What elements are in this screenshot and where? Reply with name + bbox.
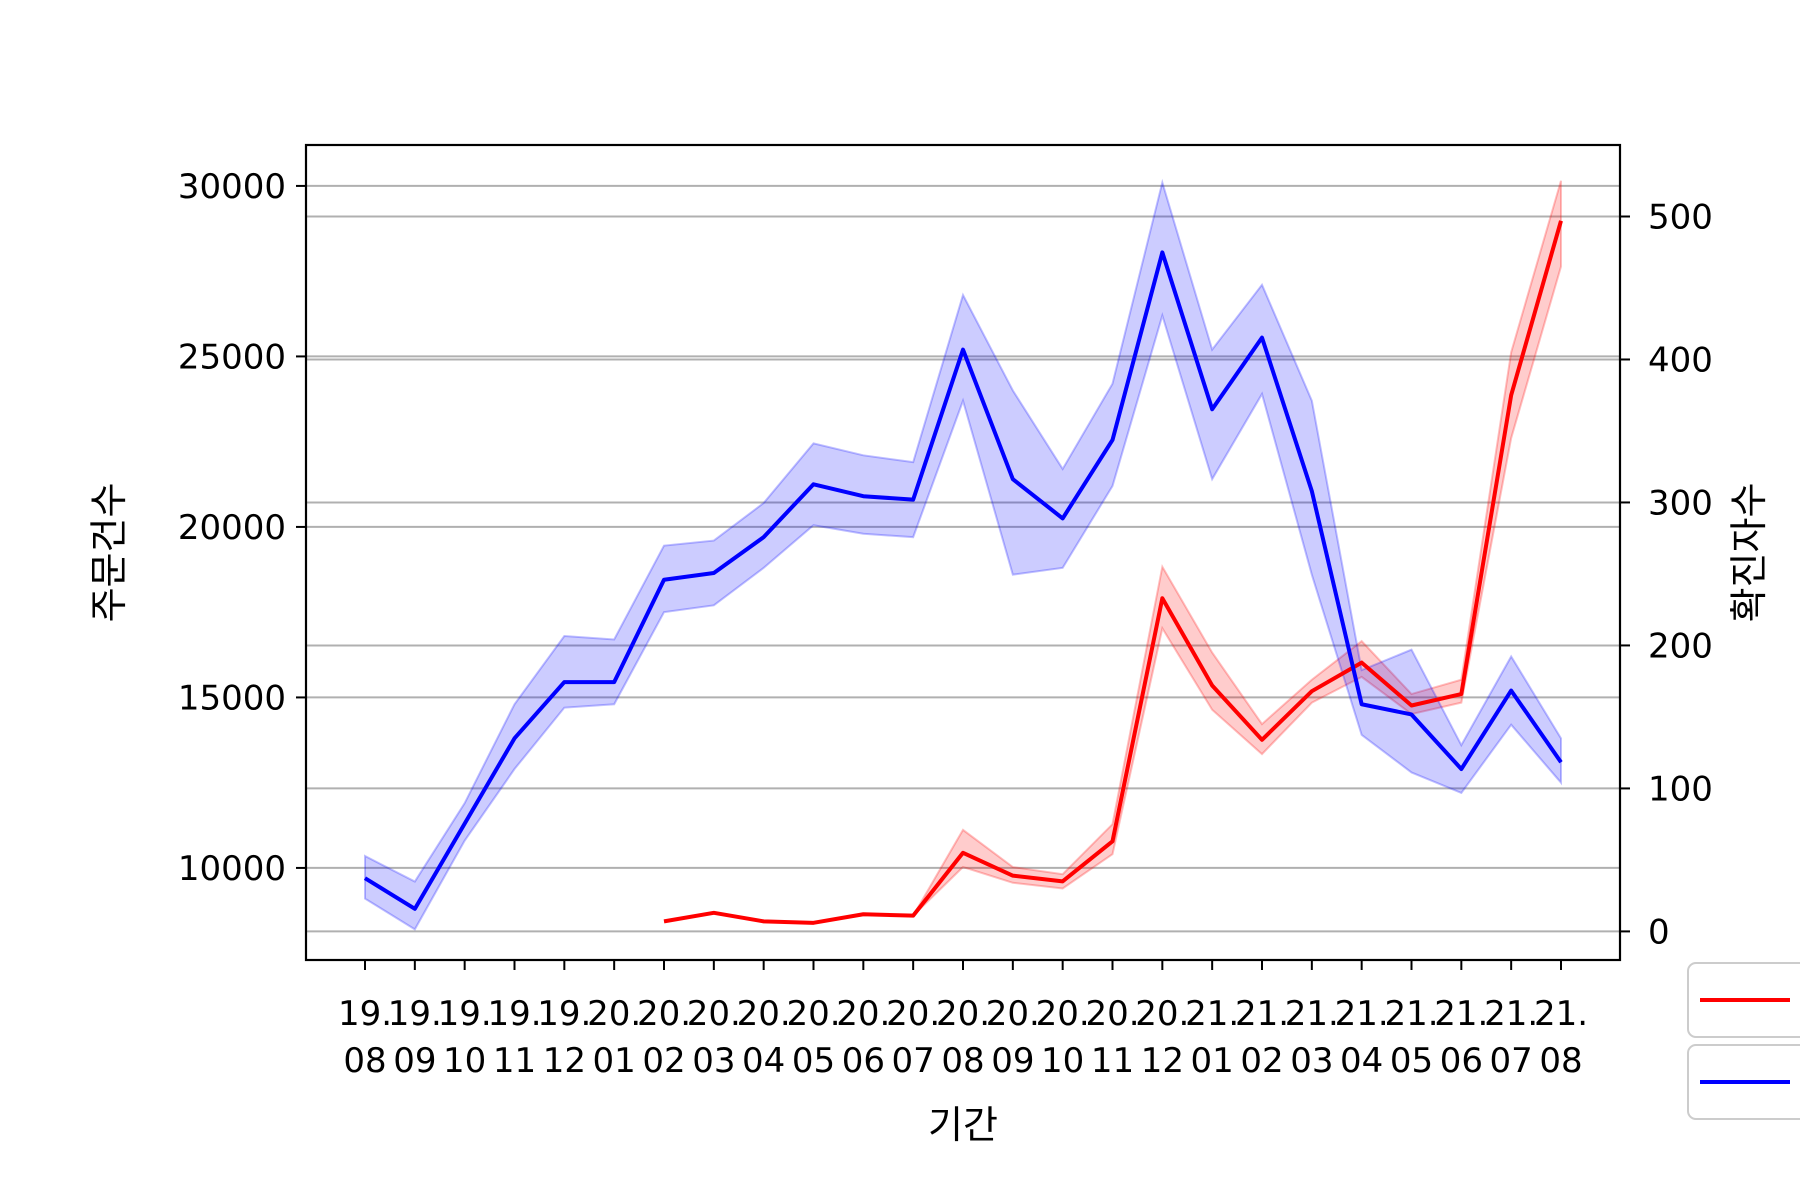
x-tick-label-year: 20.	[1036, 994, 1090, 1034]
x-tick-label-year: 21.	[1484, 994, 1538, 1034]
x-tick-label-year: 21.	[1185, 994, 1239, 1034]
series-lines	[363, 220, 1563, 925]
y-axis-right-title: 확진자수	[1727, 483, 1771, 623]
x-tick-label-year: 21.	[1384, 994, 1438, 1034]
x-tick-label-year: 19.	[338, 994, 392, 1034]
y-left-tick-label: 25000	[178, 337, 286, 377]
x-tick-label-month: 08	[343, 1041, 386, 1081]
y-right-tick-label: 0	[1648, 912, 1670, 952]
x-tick-label-year: 20.	[687, 994, 741, 1034]
x-tick-label-month: 02	[1240, 1041, 1283, 1081]
x-tick-label-year: 20.	[936, 994, 990, 1034]
x-tick-label-year: 21.	[1335, 994, 1389, 1034]
x-tick-label-month: 10	[443, 1041, 486, 1081]
x-tick-label-month: 02	[642, 1041, 685, 1081]
x-tick-label-month: 03	[692, 1041, 735, 1081]
x-tick-label-month: 08	[1539, 1041, 1582, 1081]
x-tick-label-year: 21.	[1434, 994, 1488, 1034]
x-tick-label-year: 19.	[537, 994, 591, 1034]
x-tick-label-month: 05	[1390, 1041, 1433, 1081]
x-tick-label-month: 07	[1490, 1041, 1533, 1081]
x-tick-label-month: 09	[991, 1041, 1034, 1081]
x-tick-label-year: 20.	[786, 994, 840, 1034]
y-right-tick-label: 500	[1648, 197, 1713, 237]
x-tick-label-year: 20.	[637, 994, 691, 1034]
x-tick-label-year: 21.	[1285, 994, 1339, 1034]
series-line-0	[663, 220, 1563, 925]
y-axis-left-title: 주문건수	[87, 483, 131, 623]
x-tick-label-year: 21.	[1534, 994, 1588, 1034]
y-right-tick-label: 100	[1648, 769, 1713, 809]
x-tick-label-year: 20.	[986, 994, 1040, 1034]
x-tick-label-month: 08	[941, 1041, 984, 1081]
series-line-1	[363, 250, 1563, 911]
x-tick-label-month: 07	[892, 1041, 935, 1081]
x-tick-label-month: 06	[1440, 1041, 1483, 1081]
x-tick-label-year: 19.	[388, 994, 442, 1034]
x-tick-label-year: 20.	[737, 994, 791, 1034]
x-tick-label-month: 09	[393, 1041, 436, 1081]
grid-lines	[306, 184, 1620, 933]
x-tick-label-year: 20.	[886, 994, 940, 1034]
x-tick-label-month: 10	[1041, 1041, 1084, 1081]
y-left-tick-label: 10000	[178, 849, 286, 889]
x-tick-label-month: 12	[543, 1041, 586, 1081]
x-tick-label-year: 20.	[1085, 994, 1139, 1034]
y-left-tick-label: 30000	[178, 167, 286, 207]
x-tick-label-year: 21.	[1235, 994, 1289, 1034]
x-tick-label-year: 19.	[487, 994, 541, 1034]
x-tick-label-month: 05	[792, 1041, 835, 1081]
x-tick-label-month: 01	[593, 1041, 636, 1081]
x-tick-label-month: 11	[1091, 1041, 1134, 1081]
x-tick-label-month: 04	[1340, 1041, 1383, 1081]
x-tick-label-year: 20.	[1135, 994, 1189, 1034]
y-left-tick-label: 20000	[178, 508, 286, 548]
x-tick-label-month: 06	[842, 1041, 885, 1081]
x-tick-label-month: 03	[1290, 1041, 1333, 1081]
confidence-band-0	[663, 180, 1562, 924]
y-right-tick-label: 200	[1648, 626, 1713, 666]
x-axis-title: 기간	[928, 1103, 998, 1147]
x-tick-label-month: 12	[1141, 1041, 1184, 1081]
y-left-tick-label: 15000	[178, 678, 286, 718]
x-tick-label-month: 11	[493, 1041, 536, 1081]
x-tick-label-month: 01	[1191, 1041, 1234, 1081]
x-tick-label-year: 20.	[587, 994, 641, 1034]
x-tick-label-month: 04	[742, 1041, 785, 1081]
y-right-tick-label: 300	[1648, 483, 1713, 523]
axis-ticks: 10000 15000 20000 25000 30000 0 100 200 300 400 50…	[178, 167, 1713, 1081]
y-right-tick-label: 400	[1648, 340, 1713, 380]
confidence-band-1	[364, 178, 1562, 931]
legend	[1687, 962, 1800, 1120]
confidence-bands	[364, 178, 1562, 931]
x-tick-label-year: 19.	[438, 994, 492, 1034]
x-tick-label-year: 20.	[836, 994, 890, 1034]
